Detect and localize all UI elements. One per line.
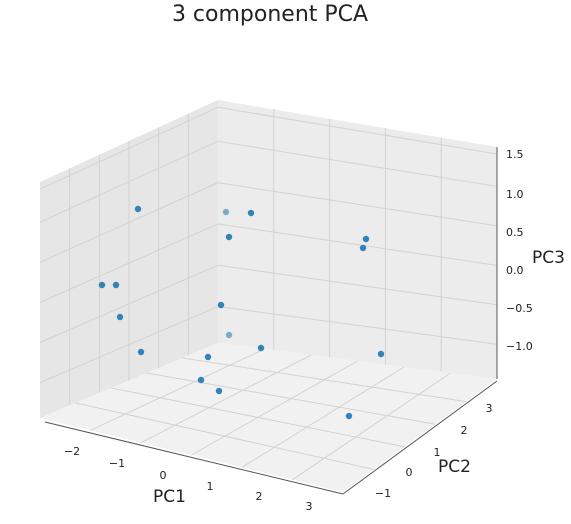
grid-line xyxy=(146,372,436,425)
z-tick-label: 1.5 xyxy=(506,148,524,161)
data-point xyxy=(204,353,212,361)
y-axis-label: PC2 xyxy=(438,457,471,477)
data-point xyxy=(116,313,124,321)
data-point xyxy=(345,412,353,420)
data-point xyxy=(362,235,370,243)
data-point xyxy=(257,344,265,352)
data-point xyxy=(137,348,145,356)
x-tick-label: 2 xyxy=(256,490,263,503)
z-tick-label: −1.0 xyxy=(506,340,533,353)
data-point xyxy=(377,350,385,358)
data-point xyxy=(215,387,223,395)
x-tick-label: 3 xyxy=(306,500,313,513)
y-tick-label: 0 xyxy=(406,466,413,479)
grid-line xyxy=(39,182,219,263)
z-tick-label: 0.0 xyxy=(506,264,524,277)
grid-line xyxy=(39,306,219,384)
z-tick-label: 1.0 xyxy=(506,188,524,201)
grid-line xyxy=(111,387,405,448)
grid-line xyxy=(182,357,467,403)
grid-line xyxy=(217,106,498,155)
data-point xyxy=(197,376,205,384)
grid-line xyxy=(191,360,358,456)
grid-line xyxy=(90,348,265,431)
grid-line xyxy=(140,354,312,444)
z-axis-label: PC3 xyxy=(532,248,565,268)
data-point xyxy=(134,205,142,213)
y-tick-label: 3 xyxy=(486,402,493,415)
x-tick-label: 0 xyxy=(160,469,167,482)
grid-line xyxy=(39,223,219,303)
data-point xyxy=(225,233,233,241)
x-axis-label: PC1 xyxy=(153,487,186,507)
data-point xyxy=(222,208,230,216)
x-tick-label: −2 xyxy=(64,445,80,458)
grid-line xyxy=(39,264,219,343)
grid-line xyxy=(39,106,219,190)
grid-line xyxy=(217,306,498,345)
y-tick-label: 2 xyxy=(461,424,468,437)
grid-line xyxy=(217,223,498,266)
x-tick-label: −1 xyxy=(109,457,125,470)
data-point xyxy=(225,331,233,339)
x-tick-label: 1 xyxy=(207,480,214,493)
grid-line xyxy=(75,402,374,470)
data-point xyxy=(217,301,225,309)
grid-line xyxy=(292,372,451,481)
grid-line xyxy=(217,264,498,306)
data-point xyxy=(112,281,120,289)
back-pane-right xyxy=(218,100,497,379)
data-point xyxy=(359,244,367,252)
grid-line xyxy=(217,140,498,187)
data-point xyxy=(98,281,106,289)
grid-line xyxy=(217,182,498,227)
x-axis-line xyxy=(44,421,344,495)
y-tick-label: −1 xyxy=(375,487,391,500)
chart-title: 3 component PCA xyxy=(171,2,369,27)
y-axis-line xyxy=(342,380,498,495)
z-tick-label: 0.5 xyxy=(506,226,524,239)
y-tick-label: 1 xyxy=(434,446,441,459)
z-tick-label: −0.5 xyxy=(506,302,533,315)
data-point xyxy=(247,209,255,217)
grid-line xyxy=(39,140,219,223)
grid-line xyxy=(241,366,405,468)
